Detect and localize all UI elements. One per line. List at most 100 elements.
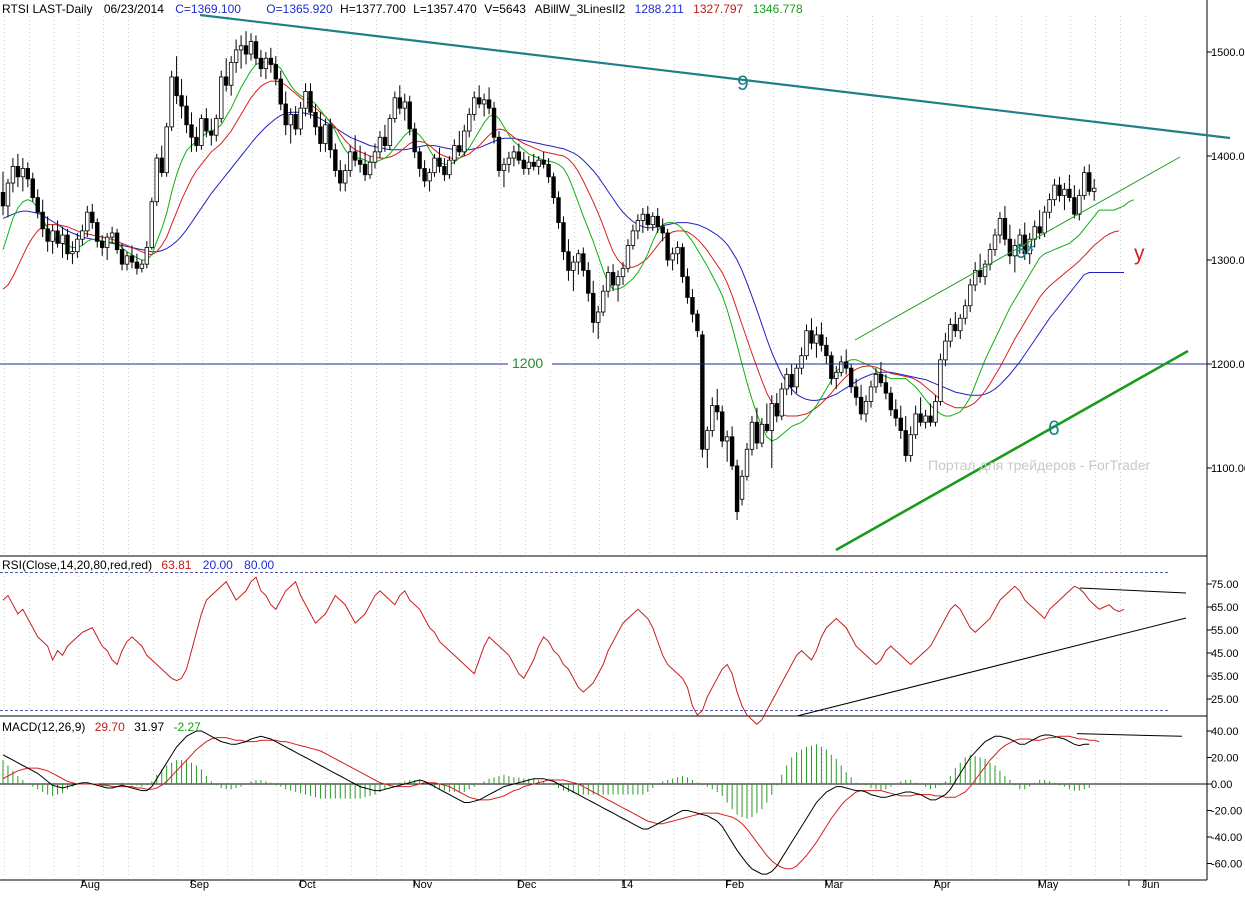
candle-body	[873, 373, 879, 388]
price-annotation-lines	[0, 13, 1231, 552]
candle-body	[665, 232, 670, 261]
candle-body	[670, 253, 675, 261]
candle-body	[25, 168, 30, 180]
candle-body	[268, 57, 274, 65]
candle-body	[154, 157, 159, 203]
header-close: C=1369.100	[175, 2, 241, 16]
candle-body	[888, 392, 894, 411]
macd-header-name: MACD(12,26,9)	[2, 720, 85, 734]
candle-body	[992, 234, 998, 250]
candle-body	[308, 91, 313, 113]
macd-y-tick-label: -40.00	[1211, 832, 1242, 844]
x-axis-labels: Aug Sep Oct Nov Dec 14 Feb Mar Apr May Jun	[80, 879, 1159, 891]
candle-body	[893, 409, 898, 419]
candle-body	[566, 251, 571, 271]
candle-body	[85, 211, 90, 232]
candle-body	[1032, 226, 1037, 240]
candle-body	[80, 230, 85, 240]
candle-body	[868, 386, 874, 402]
candle-body	[809, 330, 814, 344]
candle-body	[486, 99, 492, 109]
candle-body	[238, 45, 244, 51]
x-tick-label: Apr	[933, 879, 950, 891]
macd-header: MACD(12,26,9) 29.70 31.97 -2.27	[2, 720, 201, 734]
candle-body	[720, 411, 725, 442]
candle-body	[328, 124, 333, 151]
candle-body	[278, 78, 283, 105]
candle-body	[928, 415, 933, 423]
x-tick-label: Nov	[413, 879, 433, 891]
candle-body	[784, 373, 789, 390]
candle-body	[1087, 172, 1092, 192]
candle-body	[705, 430, 710, 450]
candle-body	[392, 97, 398, 119]
wave-label-y: y	[1134, 242, 1145, 265]
candle-body	[397, 97, 402, 109]
candle-body	[640, 213, 646, 221]
candle-body	[1057, 184, 1062, 196]
candle-body	[65, 234, 70, 255]
candle-body	[779, 388, 784, 417]
candle-body	[70, 251, 75, 255]
candle-body	[715, 405, 720, 413]
candle-body	[313, 111, 318, 128]
rsi-header-name: RSI(Close,14,20,80,red,red)	[2, 558, 152, 572]
candle-body	[878, 373, 884, 384]
candle-body	[586, 269, 591, 294]
candle-body	[591, 292, 596, 323]
x-tick-label: Dec	[517, 879, 537, 891]
candle-body	[144, 247, 150, 265]
candle-body	[298, 107, 303, 130]
candle-body	[729, 436, 735, 467]
candle-body	[437, 157, 442, 167]
candle-body	[184, 105, 189, 126]
macd-signal-line	[2, 735, 1100, 870]
candle-body	[764, 423, 770, 431]
candle-body	[1077, 195, 1082, 215]
candle-body	[655, 215, 660, 228]
candle-body	[938, 359, 943, 402]
candle-body	[476, 97, 482, 105]
candle-body	[258, 57, 264, 70]
candle-body	[90, 211, 95, 223]
x-tick-label: May	[1038, 879, 1059, 891]
candle-body	[933, 401, 938, 423]
candle-body	[15, 165, 21, 178]
candle-body	[799, 355, 804, 369]
candle-body	[700, 334, 705, 450]
candle-body	[1062, 188, 1067, 196]
candle-body	[754, 421, 760, 444]
candle-body	[695, 313, 700, 332]
header-line-red: 1327.797	[693, 2, 743, 16]
candle-body	[129, 255, 135, 263]
rsi-trendline-resistance	[1079, 587, 1187, 594]
candle-body	[343, 170, 348, 184]
candle-body	[839, 361, 844, 373]
header-indicator: ABillW_3LinesII2	[535, 2, 626, 16]
candle-body	[819, 334, 824, 346]
level-1200-label-bg	[508, 356, 552, 370]
candle-body	[561, 222, 566, 253]
candle-body	[690, 297, 695, 315]
candle-body	[323, 124, 328, 144]
candle-body	[774, 403, 779, 417]
candle-body	[124, 255, 130, 265]
candle-body	[377, 136, 383, 153]
support-line-6	[835, 349, 1189, 552]
x-tick-label: Jun	[1142, 879, 1160, 891]
candle-body	[119, 249, 125, 265]
trendline-9	[199, 13, 1231, 140]
candle-body	[546, 163, 551, 178]
header-high: H=1377.700	[340, 2, 406, 16]
candle-body	[824, 344, 829, 357]
candle-body	[1082, 172, 1087, 196]
candle-body	[95, 222, 100, 242]
candle-body	[615, 276, 621, 286]
rsi-header-high: 80.00	[244, 558, 274, 572]
candle-body	[481, 99, 487, 105]
ma-blue-line	[2, 111, 1124, 401]
candle-body	[1002, 217, 1008, 240]
rsi-header-value: 63.81	[161, 558, 191, 572]
candle-body	[769, 403, 774, 431]
candle-body	[243, 45, 249, 55]
